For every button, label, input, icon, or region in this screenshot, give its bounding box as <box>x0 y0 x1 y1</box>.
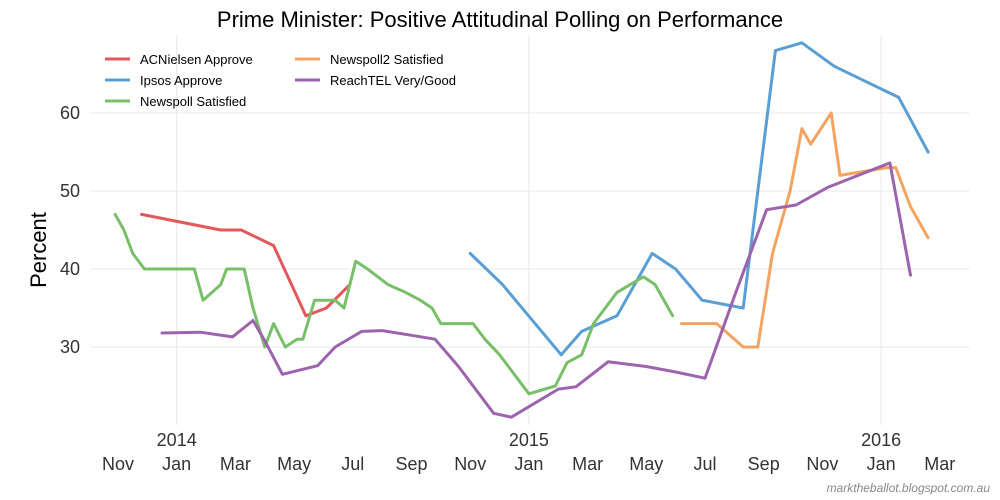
series-line <box>680 111 930 349</box>
x-tick-label: May <box>277 454 311 474</box>
x-year-label: 2015 <box>509 430 549 450</box>
x-tick-label: Nov <box>102 454 134 474</box>
y-tick-label: 40 <box>60 259 80 279</box>
x-tick-label: Mar <box>572 454 603 474</box>
series-line <box>468 251 745 357</box>
x-tick-label: Jan <box>514 454 543 474</box>
y-axis-label: Percent <box>26 212 51 288</box>
x-year-label: 2016 <box>861 430 901 450</box>
legend-label: ACNielsen Approve <box>140 52 253 67</box>
axis-ticks: 30 40 50 60 2014 2015 2016 Nov Jan Mar May Jul Sep No… <box>60 103 955 474</box>
x-tick-label: Sep <box>748 454 780 474</box>
legend-label: Ipsos Approve <box>140 73 222 88</box>
x-tick-label: Mar <box>924 454 955 474</box>
series-line <box>160 161 912 419</box>
y-tick-label: 30 <box>60 337 80 357</box>
series-line <box>140 212 352 318</box>
y-tick-label: 60 <box>60 103 80 123</box>
x-tick-label: Nov <box>806 454 838 474</box>
x-tick-label: Jul <box>341 454 364 474</box>
legend: ACNielsen Approve Ipsos Approve Newspoll S… <box>105 52 456 109</box>
x-tick-label: Sep <box>395 454 427 474</box>
chart-title: Prime Minister: Positive Attitudinal Pol… <box>217 7 783 32</box>
x-tick-label: Nov <box>454 454 486 474</box>
series-line <box>741 41 930 310</box>
legend-label: Newspoll2 Satisfied <box>330 52 443 67</box>
legend-label: ReachTEL Very/Good <box>330 73 456 88</box>
x-year-label: 2014 <box>157 430 197 450</box>
x-tick-label: May <box>629 454 663 474</box>
x-tick-label: Jan <box>867 454 896 474</box>
x-tick-label: Jul <box>693 454 716 474</box>
credit-text: marktheballot.blogspot.com.au <box>827 481 991 495</box>
series-line <box>113 212 675 396</box>
x-tick-label: Mar <box>220 454 251 474</box>
legend-label: Newspoll Satisfied <box>140 94 246 109</box>
x-tick-label: Jan <box>162 454 191 474</box>
series-lines <box>113 41 930 419</box>
y-tick-label: 50 <box>60 181 80 201</box>
